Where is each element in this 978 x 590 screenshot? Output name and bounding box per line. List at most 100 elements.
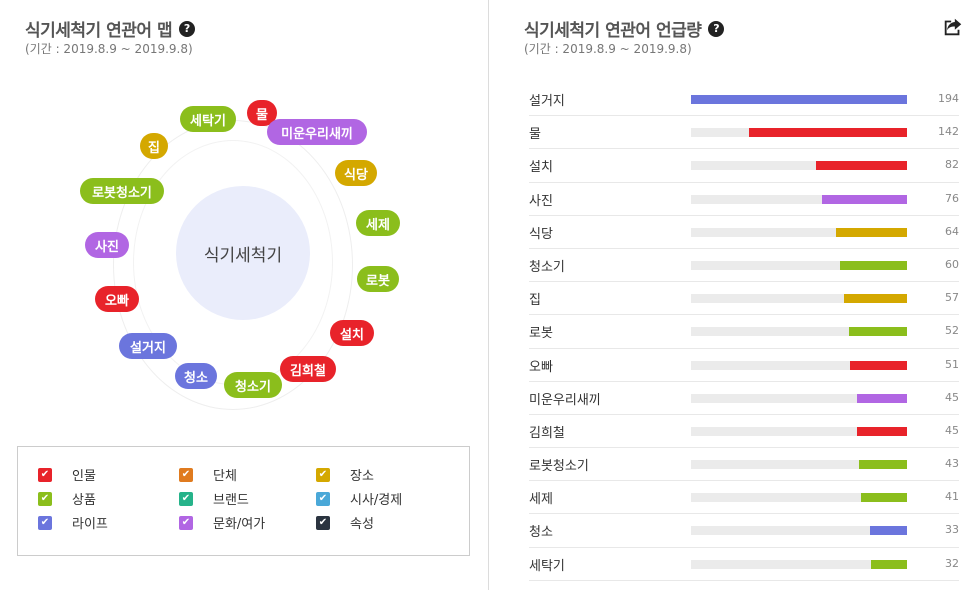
bar-row[interactable]: 오빠 51: [529, 349, 959, 382]
legend-label: 문화/여가: [213, 517, 266, 532]
legend-item[interactable]: ✔ 장소: [316, 465, 374, 484]
bar-fill: [871, 559, 907, 569]
volume-period: (기간 : 2019.8.9 ~ 2019.9.8): [524, 42, 692, 56]
bar-row[interactable]: 미운우리새끼 45: [529, 382, 959, 415]
bar-row[interactable]: 설치 82: [529, 149, 959, 183]
map-title-row: 식기세척기 연관어 맵 ?: [25, 16, 196, 41]
bar-value: 41: [945, 490, 959, 504]
bar-fill: [748, 128, 907, 138]
keyword-bubble[interactable]: 집: [140, 133, 168, 159]
legend-label: 단체: [213, 469, 237, 484]
bar-fill: [856, 426, 907, 436]
keyword-bubble[interactable]: 김희철: [280, 356, 336, 382]
category-legend: ✔ 인물 ✔ 단체 ✔ 장소 ✔ 상품 ✔ 브랜드 ✔ 시사/경제 ✔ 라이프 ✔ 문화/여가 ✔ 속성: [17, 446, 470, 556]
bar-value: 60: [945, 257, 959, 271]
checkbox-icon[interactable]: ✔: [316, 491, 330, 506]
bar-row[interactable]: 세제 41: [529, 481, 959, 515]
keyword-bubble[interactable]: 설치: [330, 320, 374, 346]
keyword-bubble[interactable]: 오빠: [95, 286, 139, 312]
checkbox-icon[interactable]: ✔: [38, 467, 52, 482]
checkbox-icon[interactable]: ✔: [38, 491, 52, 506]
bar-value: 51: [945, 357, 959, 371]
bar-fill: [870, 526, 907, 536]
bar-row[interactable]: 청소기 60: [529, 249, 959, 283]
bar-value: 64: [945, 224, 959, 238]
bar-row[interactable]: 집 57: [529, 282, 959, 316]
bar-row[interactable]: 사진 76: [529, 183, 959, 216]
bar-row[interactable]: 청소 33: [529, 514, 959, 548]
bar-track: [691, 161, 907, 171]
keyword-bubble[interactable]: 사진: [85, 232, 129, 258]
keyword-bubble[interactable]: 로봇청소기: [80, 178, 164, 204]
keyword-bubble[interactable]: 세제: [356, 210, 400, 236]
bar-label: 물: [529, 127, 541, 143]
legend-item[interactable]: ✔ 시사/경제: [316, 489, 402, 508]
legend-item[interactable]: ✔ 브랜드: [179, 489, 249, 508]
legend-item[interactable]: ✔ 속성: [316, 513, 374, 532]
bar-fill: [861, 493, 907, 503]
bar-label: 설치: [529, 160, 553, 176]
bar-value: 43: [945, 457, 959, 471]
center-keyword[interactable]: 식기세척기: [176, 186, 310, 320]
keyword-bubble[interactable]: 미운우리새끼: [267, 119, 367, 145]
legend-item[interactable]: ✔ 인물: [38, 465, 96, 484]
bar-label: 로봇청소기: [529, 459, 589, 475]
help-icon[interactable]: ?: [179, 20, 196, 37]
bar-track: [691, 559, 907, 569]
checkbox-icon[interactable]: ✔: [316, 467, 330, 482]
checkbox-icon[interactable]: ✔: [316, 515, 330, 530]
legend-label: 인물: [72, 469, 96, 484]
map-title: 식기세척기 연관어 맵: [25, 21, 173, 41]
legend-item[interactable]: ✔ 상품: [38, 489, 96, 508]
bar-fill: [849, 327, 907, 337]
bar-label: 미운우리새끼: [529, 392, 601, 408]
bar-row[interactable]: 물 142: [529, 116, 959, 150]
bar-label: 김희철: [529, 425, 565, 441]
keyword-bubble[interactable]: 설거지: [119, 333, 177, 359]
bar-label: 식당: [529, 226, 553, 242]
bar-row[interactable]: 식당 64: [529, 216, 959, 249]
checkbox-icon[interactable]: ✔: [179, 491, 193, 506]
checkbox-icon[interactable]: ✔: [179, 467, 193, 482]
bar-label: 설거지: [529, 94, 565, 109]
bar-track: [691, 260, 907, 270]
bar-track: [691, 393, 907, 403]
keyword-map: 식기세척기 물 미운우리새끼 세탁기 집 식당 로봇청소기 세제 사진 로봇 오빠 설치 설거지 김희철…: [0, 80, 488, 430]
volume-title: 식기세척기 연관어 언급량: [524, 21, 702, 41]
keyword-bubble[interactable]: 세탁기: [180, 106, 236, 132]
bar-track: [691, 360, 907, 370]
keyword-bubble[interactable]: 청소: [175, 363, 217, 389]
bar-track: [691, 426, 907, 436]
legend-item[interactable]: ✔ 단체: [179, 465, 237, 484]
legend-label: 상품: [72, 493, 96, 508]
bar-track: [691, 95, 907, 104]
bar-fill: [822, 194, 907, 204]
keyword-bubble[interactable]: 청소기: [224, 372, 282, 398]
bar-fill: [815, 161, 907, 171]
keyword-bubble[interactable]: 로봇: [357, 266, 399, 292]
bar-row[interactable]: 로봇 52: [529, 315, 959, 349]
checkbox-icon[interactable]: ✔: [38, 515, 52, 530]
bar-label: 로봇: [529, 326, 553, 342]
legend-item[interactable]: ✔ 문화/여가: [179, 513, 265, 532]
legend-item[interactable]: ✔ 라이프: [38, 513, 108, 532]
keyword-bubble[interactable]: 식당: [335, 160, 377, 186]
bar-value: 45: [945, 423, 959, 437]
bar-row[interactable]: 설거지 194: [529, 83, 959, 117]
bar-fill: [840, 260, 907, 270]
bar-row[interactable]: 로봇청소기 43: [529, 448, 959, 482]
bar-row[interactable]: 세탁기 32: [529, 548, 959, 581]
bar-fill: [843, 294, 907, 304]
mention-bar-chart: 설거지 194 물 142 설치 82 사진 76 식당 64 청소기 60 집 57 로봇 52 오빠 51 미운…: [529, 83, 959, 581]
bar-fill: [850, 360, 907, 370]
bar-label: 오빠: [529, 359, 553, 375]
help-icon[interactable]: ?: [708, 20, 725, 37]
bar-label: 세탁기: [529, 558, 565, 574]
bar-value: 33: [945, 523, 959, 537]
share-icon[interactable]: [942, 16, 964, 38]
bar-row[interactable]: 김희철 45: [529, 415, 959, 449]
bar-label: 청소: [529, 525, 553, 541]
checkbox-icon[interactable]: ✔: [179, 515, 193, 530]
volume-title-row: 식기세척기 연관어 언급량 ?: [524, 16, 725, 41]
legend-label: 속성: [350, 517, 374, 532]
